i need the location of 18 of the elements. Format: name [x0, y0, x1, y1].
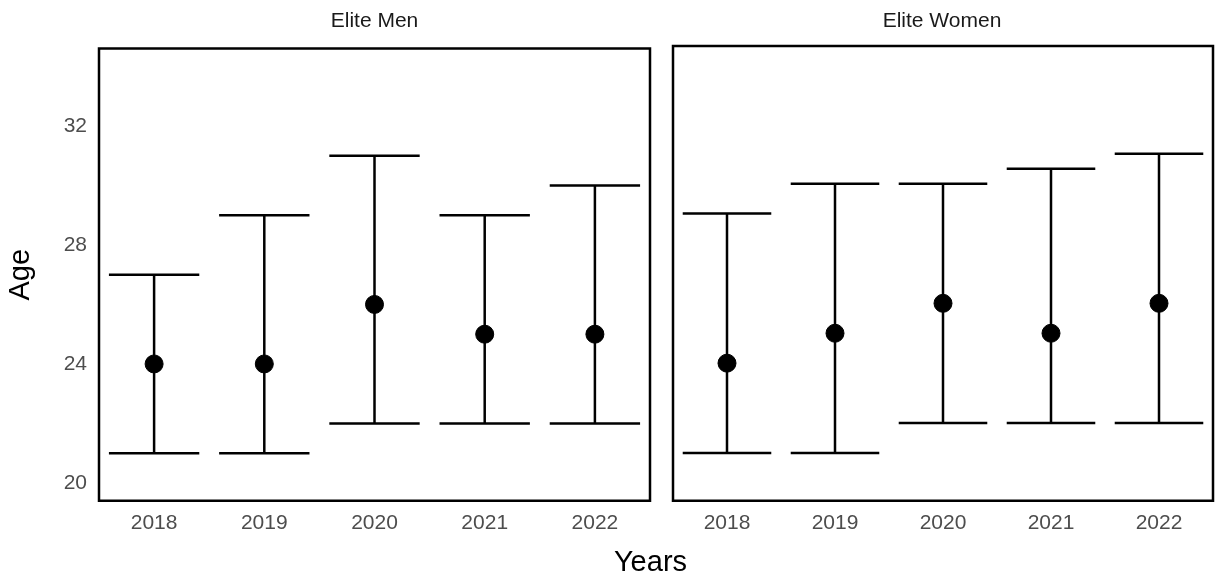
y-tick-label: 32	[63, 112, 87, 136]
y-axis-title: Age	[3, 248, 36, 301]
x-tick-label: 2022	[1135, 510, 1183, 534]
chart-title: Elite Men	[329, 8, 420, 32]
x-tick-label: 2018	[130, 510, 178, 534]
y-tick-label: 20	[63, 469, 87, 493]
x-tick-label: 2019	[811, 510, 859, 534]
x-tick-label: 2022	[571, 510, 619, 534]
x-tick-label: 2020	[351, 510, 398, 534]
x-axis-title: Years	[612, 545, 689, 578]
x-tick-label: 2019	[240, 510, 288, 534]
x-tick-label: 2020	[919, 510, 967, 534]
x-tick-label: 2021	[1027, 510, 1075, 534]
chart-title: Elite Women	[881, 8, 1003, 32]
x-tick-label: 2018	[703, 510, 751, 534]
y-tick-label: 24	[63, 350, 88, 374]
x-tick-label: 2021	[461, 510, 509, 534]
y-tick-label: 28	[63, 231, 87, 255]
